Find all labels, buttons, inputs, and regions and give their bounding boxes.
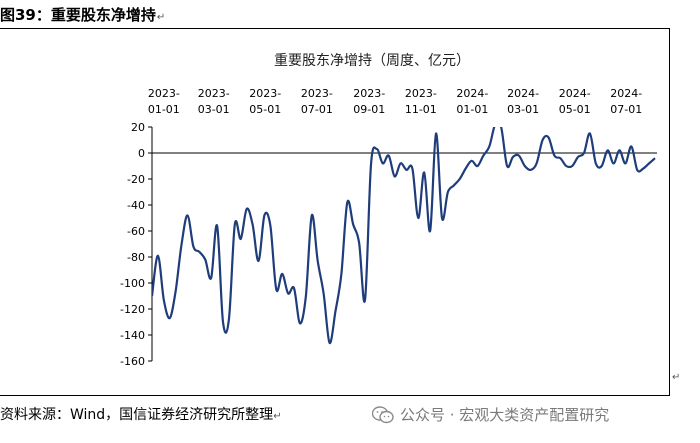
x-tick-label-year: 2024-: [610, 87, 642, 100]
y-tick-label: -60: [127, 225, 145, 238]
watermark: 公众号 · 宏观大类资产配置研究: [372, 404, 609, 425]
figure-title: 图39：重要股东净增持↵: [0, 6, 166, 24]
y-tick-label: -160: [120, 355, 145, 368]
x-tick-label-date: 05-01: [559, 103, 591, 116]
x-tick-label-year: 2023-: [148, 87, 180, 100]
x-tick-label-date: 11-01: [405, 103, 437, 116]
y-tick-label: -20: [127, 173, 145, 186]
x-tick-label-date: 01-01: [148, 103, 180, 116]
bottom-rule: [0, 395, 670, 396]
right-rule: [669, 28, 670, 396]
x-tick-label-year: 2024-: [456, 87, 488, 100]
return-mark: ↵: [672, 372, 681, 383]
wechat-icon: [372, 405, 394, 423]
return-mark: ↵: [273, 411, 282, 422]
x-tick-label-year: 2023-: [301, 87, 333, 100]
y-tick-label: -140: [120, 329, 145, 342]
x-tick-label-year: 2023-: [249, 87, 281, 100]
top-rule: [0, 28, 670, 29]
x-tick-label-year: 2023-: [405, 87, 437, 100]
y-tick-label: -80: [127, 251, 145, 264]
y-tick-label: -40: [127, 199, 145, 212]
y-tick-label: 0: [138, 147, 145, 160]
x-tick-label-date: 01-01: [456, 103, 488, 116]
y-tick-label: 20: [131, 121, 145, 134]
series-line: [152, 127, 656, 344]
source-note: 资料来源：Wind，国信证券经济研究所整理↵: [0, 407, 282, 423]
x-tick-label-year: 2023-: [198, 87, 230, 100]
y-tick-label: -100: [120, 277, 145, 290]
return-mark: ↵: [156, 12, 166, 23]
x-tick-label-date: 07-01: [301, 103, 333, 116]
chart: 重要股东净增持（周度、亿元） 2023- 01-01 2023- 03-01 2023-…: [120, 53, 657, 368]
x-tick-label-year: 2024-: [559, 87, 591, 100]
y-tick-label: -120: [120, 303, 145, 316]
x-tick-label-date: 05-01: [249, 103, 281, 116]
x-tick-label-date: 03-01: [198, 103, 230, 116]
x-tick-label-date: 09-01: [353, 103, 385, 116]
x-tick-label-date: 07-01: [610, 103, 642, 116]
x-tick-label-year: 2023-: [353, 87, 385, 100]
chart-title: 重要股东净增持（周度、亿元）: [274, 53, 470, 69]
x-tick-label-year: 2024-: [507, 87, 539, 100]
x-tick-label-date: 03-01: [507, 103, 539, 116]
